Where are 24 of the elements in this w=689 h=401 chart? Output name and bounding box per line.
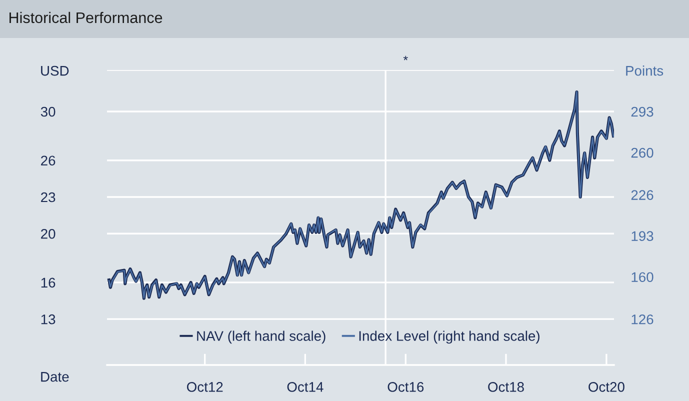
y-tick-label: 30 [40,106,56,117]
y-axis-title: USD [41,66,69,76]
y2-tick-label: 293 [631,106,654,117]
y-tick-label: 23 [41,192,56,202]
x-tick-label: Oct16 [388,382,424,392]
x-tick-label: Oct12 [186,382,223,392]
y-tick-label: 13 [41,314,56,324]
y-tick-label: 16 [41,278,56,288]
y2-tick-label: 226 [631,190,654,200]
text: * [403,56,408,60]
y2-tick-label: 126 [632,314,654,324]
y-tick-label: 20 [41,228,56,239]
legend-label: Index Level (right hand scale) [359,330,540,344]
y2-tick-label: 160 [632,272,654,282]
x-axis-title: Date [41,372,69,382]
legend-label: NAV (left hand scale) [197,330,326,344]
x-tick-label: Oct20 [588,382,624,392]
chart-title: Historical Performance [10,12,162,24]
y2-tick-label: 260 [631,148,654,158]
x-tick-label: Oct18 [488,382,524,392]
x-tick-label: Oct14 [287,382,324,392]
y-tick-label: 26 [41,156,56,166]
y2-tick-label: 193 [632,231,654,242]
y2-axis-title: Points [626,66,664,76]
